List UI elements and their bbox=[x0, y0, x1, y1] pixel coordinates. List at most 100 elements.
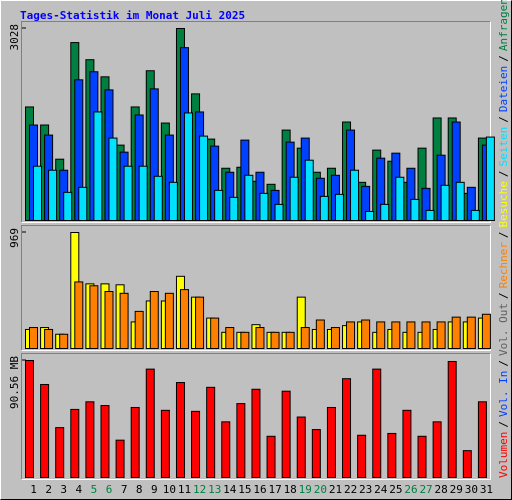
bar bbox=[229, 196, 239, 222]
bar bbox=[259, 192, 269, 222]
y-tick-label: 969 bbox=[8, 228, 21, 248]
bar bbox=[455, 181, 465, 221]
bar bbox=[74, 281, 84, 350]
x-tick-label: 26 bbox=[404, 483, 417, 496]
legend-separator: / bbox=[497, 421, 510, 428]
x-tick-label: 10 bbox=[163, 483, 176, 496]
bar bbox=[153, 175, 163, 221]
bar bbox=[138, 165, 148, 222]
bar bbox=[214, 189, 224, 221]
x-tick-label: 23 bbox=[359, 483, 372, 496]
bar bbox=[361, 319, 371, 349]
x-tick-label: 6 bbox=[106, 483, 113, 496]
bar bbox=[436, 321, 446, 350]
bar bbox=[350, 169, 360, 221]
bar bbox=[191, 410, 201, 478]
bar bbox=[25, 360, 34, 478]
x-tick-label: 11 bbox=[178, 483, 191, 496]
bar bbox=[274, 203, 284, 221]
bar bbox=[315, 319, 325, 349]
bar bbox=[296, 416, 306, 479]
x-tick-label: 2 bbox=[45, 483, 52, 496]
bar bbox=[395, 176, 405, 221]
bar bbox=[225, 327, 235, 349]
bar bbox=[108, 137, 118, 221]
legend-entry: Vol. In bbox=[497, 371, 510, 417]
x-tick-label: 25 bbox=[389, 483, 402, 496]
panel-frame-dark bbox=[21, 225, 491, 351]
bar bbox=[48, 169, 58, 221]
x-tick-label: 22 bbox=[344, 483, 357, 496]
chart-title: Tages-Statistik im Monat Juli 2025 bbox=[20, 9, 245, 22]
bar bbox=[100, 405, 110, 478]
bar bbox=[304, 159, 314, 221]
bar bbox=[342, 378, 352, 479]
bar bbox=[70, 408, 80, 478]
bar bbox=[311, 429, 321, 478]
x-tick-label: 8 bbox=[136, 483, 143, 496]
bar bbox=[175, 382, 185, 479]
x-tick-label: 19 bbox=[299, 483, 312, 496]
bar bbox=[281, 390, 291, 478]
legend-entry: Dateien bbox=[497, 66, 510, 112]
bar bbox=[300, 327, 310, 349]
bar bbox=[236, 403, 246, 478]
bar bbox=[104, 291, 114, 350]
bar bbox=[149, 291, 159, 350]
legend: Volumen / Vol. In / Vol. Out / Rechner / Besuche… bbox=[497, 0, 510, 478]
bar bbox=[33, 165, 42, 222]
x-tick-label: 4 bbox=[76, 483, 83, 496]
legend-separator: / bbox=[497, 292, 510, 299]
x-tick-label: 29 bbox=[450, 483, 463, 496]
y-tick-label: 3028 bbox=[8, 24, 21, 51]
bar bbox=[240, 331, 250, 350]
bar bbox=[477, 401, 487, 478]
x-tick-label: 24 bbox=[374, 483, 388, 496]
bar bbox=[221, 421, 231, 478]
bar bbox=[123, 165, 133, 222]
bar bbox=[164, 292, 174, 349]
legend-separator: / bbox=[497, 116, 510, 123]
bar bbox=[485, 136, 495, 221]
x-tick-label: 3 bbox=[60, 483, 67, 496]
bar bbox=[119, 292, 129, 349]
bar bbox=[285, 331, 295, 350]
x-tick-label: 16 bbox=[253, 483, 266, 496]
bar bbox=[160, 409, 170, 478]
bar bbox=[93, 111, 103, 221]
panel-frame-dark bbox=[21, 353, 491, 480]
x-tick-label: 9 bbox=[151, 483, 158, 496]
bar bbox=[206, 386, 216, 478]
bar bbox=[432, 421, 442, 478]
x-tick-label: 21 bbox=[329, 483, 342, 496]
bar bbox=[244, 174, 254, 222]
bar bbox=[134, 310, 144, 350]
panel-frame-light bbox=[21, 225, 491, 351]
bar bbox=[365, 210, 375, 222]
bar bbox=[29, 327, 38, 349]
bar bbox=[255, 327, 265, 349]
x-tick-label: 27 bbox=[419, 483, 432, 496]
legend-entry: Rechner bbox=[497, 242, 510, 289]
bar bbox=[168, 181, 178, 221]
bar bbox=[130, 406, 140, 478]
bar bbox=[59, 333, 69, 350]
legend-separator: / bbox=[497, 231, 510, 238]
x-tick-label: 7 bbox=[121, 483, 128, 496]
bar bbox=[179, 289, 189, 350]
legend-entry: Besuche bbox=[497, 181, 510, 227]
bar bbox=[334, 193, 344, 221]
panel-frame-light bbox=[21, 353, 491, 480]
bar bbox=[451, 316, 461, 350]
bar bbox=[55, 427, 65, 479]
legend-entry: Anfragen bbox=[497, 0, 510, 51]
legend-entry: Seiten bbox=[497, 127, 510, 167]
legend-separator: / bbox=[497, 170, 510, 177]
bar bbox=[330, 327, 340, 349]
bar bbox=[391, 321, 401, 350]
bar bbox=[402, 409, 412, 478]
x-tick-label: 20 bbox=[314, 483, 327, 496]
x-tick-label: 28 bbox=[435, 483, 448, 496]
